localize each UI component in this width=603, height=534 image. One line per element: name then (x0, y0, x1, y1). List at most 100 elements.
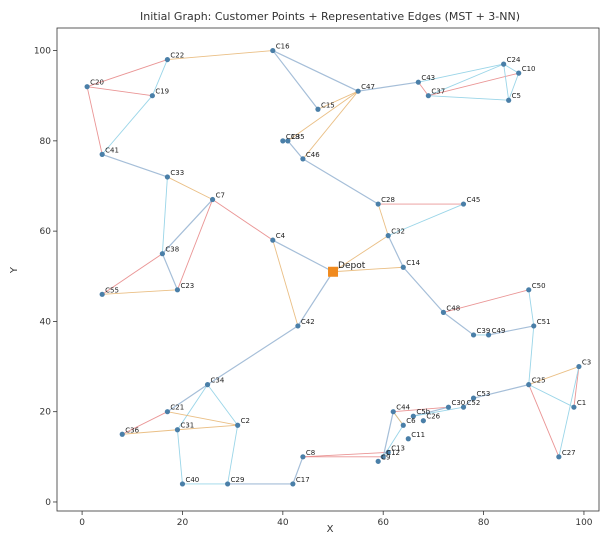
node-label-C37: C37 (431, 88, 445, 96)
edge-C24-C10 (503, 63, 519, 74)
edge-C50-C51 (528, 289, 535, 326)
edge-C34-C31 (177, 384, 208, 430)
edge-C16-C47 (272, 50, 359, 92)
node-label-C41: C41 (105, 146, 119, 154)
labels-layer: C1 C2 C3 C4 C5 C6 C7 C8 C10 C12 C14 C15 C16 C17 C19 C20… (90, 43, 591, 484)
node-C2 (235, 422, 241, 428)
node-C30 (445, 404, 452, 410)
node-label-C14: C14 (406, 259, 420, 267)
edge-C3-C1 (573, 366, 580, 408)
node-C31 (174, 427, 181, 433)
node-C29 (225, 481, 231, 487)
edge-C25-C27 (528, 384, 560, 458)
node-label-C28: C28 (381, 196, 395, 204)
node-label-C51: C51 (537, 318, 551, 326)
node-label-C55: C55 (105, 286, 119, 294)
edge-C31-C40 (176, 429, 183, 484)
edge-C43-C37 (417, 81, 429, 96)
edge-C41-C33 (101, 153, 168, 178)
node-C28 (375, 201, 381, 207)
x-tick-label: 0 (79, 518, 85, 528)
node-C9 (375, 458, 381, 464)
node-C34 (204, 382, 211, 388)
node-C18 (280, 138, 286, 144)
edge-C47-C43 (358, 81, 419, 92)
node-C6 (400, 422, 406, 428)
edge-C19-C41 (101, 95, 153, 155)
node-label-C46: C46 (306, 151, 320, 159)
edge-C29-C2 (227, 425, 239, 484)
node-label-C29: C29 (231, 476, 245, 484)
edge-C14-C48 (402, 266, 444, 313)
edge-C34-C21 (167, 384, 208, 413)
edge-C42-Depot (297, 271, 334, 327)
edge-C12-C44 (382, 411, 394, 457)
node-label-C26: C26 (426, 413, 440, 421)
node-label-C7: C7 (216, 192, 225, 200)
node-label-C6: C6 (406, 417, 416, 425)
node-C23 (174, 287, 181, 293)
node-label-C36: C36 (125, 426, 139, 434)
node-C17 (290, 481, 296, 487)
edge-C20-C19 (87, 86, 153, 97)
x-axis-ticks: 0 20 40 60 80 100 (79, 511, 593, 528)
node-C43 (415, 79, 421, 85)
node-label-C12: C12 (386, 449, 400, 457)
edge-C7-C4 (212, 199, 274, 241)
edge-C42-C34 (207, 325, 299, 386)
node-C13 (385, 449, 391, 455)
node-C24 (501, 61, 507, 67)
edge-C17-C8 (292, 456, 304, 485)
y-axis-ticks: 0 20 40 60 80 100 (34, 47, 57, 508)
edge-C25-C1 (528, 384, 575, 408)
node-C21 (164, 409, 171, 415)
node-C37 (425, 93, 431, 99)
node-label-C30: C30 (451, 399, 465, 407)
node-label-C53: C53 (477, 390, 491, 398)
edge-C32-C14 (387, 235, 404, 268)
node-label-C5: C5 (512, 92, 521, 100)
edge-C35-C46 (287, 140, 304, 160)
edge-C37-C5 (428, 95, 509, 101)
node-label-C32: C32 (391, 228, 405, 236)
node-label-C40: C40 (185, 476, 199, 484)
node-C11 (405, 436, 411, 442)
edge-C47-C35 (287, 90, 359, 142)
edge-C16-C15 (272, 50, 319, 110)
node-C7 (209, 196, 216, 203)
y-tick-label: 20 (40, 408, 52, 418)
y-tick-label: 80 (40, 137, 52, 147)
node-C14 (400, 264, 406, 270)
node-C25 (526, 382, 532, 388)
node-label-C19: C19 (155, 88, 169, 96)
edge-C37-C10 (428, 72, 519, 97)
edge-C25-C3 (528, 366, 580, 386)
edge-C7-C23 (177, 199, 213, 290)
node-C8 (300, 454, 306, 460)
edge-C7-C38 (161, 199, 214, 255)
node-C49 (485, 332, 492, 338)
node-C15 (315, 106, 321, 112)
node-C10 (516, 70, 522, 76)
edge-C4-Depot (272, 239, 334, 273)
node-C5b (410, 413, 416, 419)
node-label-C48: C48 (446, 304, 460, 312)
node-C36 (119, 431, 125, 437)
edge-C46-C28 (302, 158, 379, 205)
edge-C34-C2 (207, 384, 239, 426)
node-C44 (390, 409, 396, 415)
node-label-C22: C22 (170, 52, 184, 60)
node-C3 (576, 363, 582, 370)
edge-C20-C41 (86, 86, 103, 155)
depot-label: Depot (338, 261, 366, 271)
edges-layer (86, 50, 580, 485)
y-tick-label: 100 (34, 47, 51, 57)
edge-C31-C2 (177, 424, 238, 431)
edge-C20-C22 (86, 59, 168, 88)
edge-C44-C30 (393, 406, 449, 413)
node-label-C18: C18 (286, 133, 300, 141)
x-tick-label: 100 (575, 518, 592, 528)
edge-C3-C27 (558, 366, 580, 457)
y-tick-label: 40 (40, 317, 52, 327)
edge-C21-C2 (167, 411, 238, 426)
